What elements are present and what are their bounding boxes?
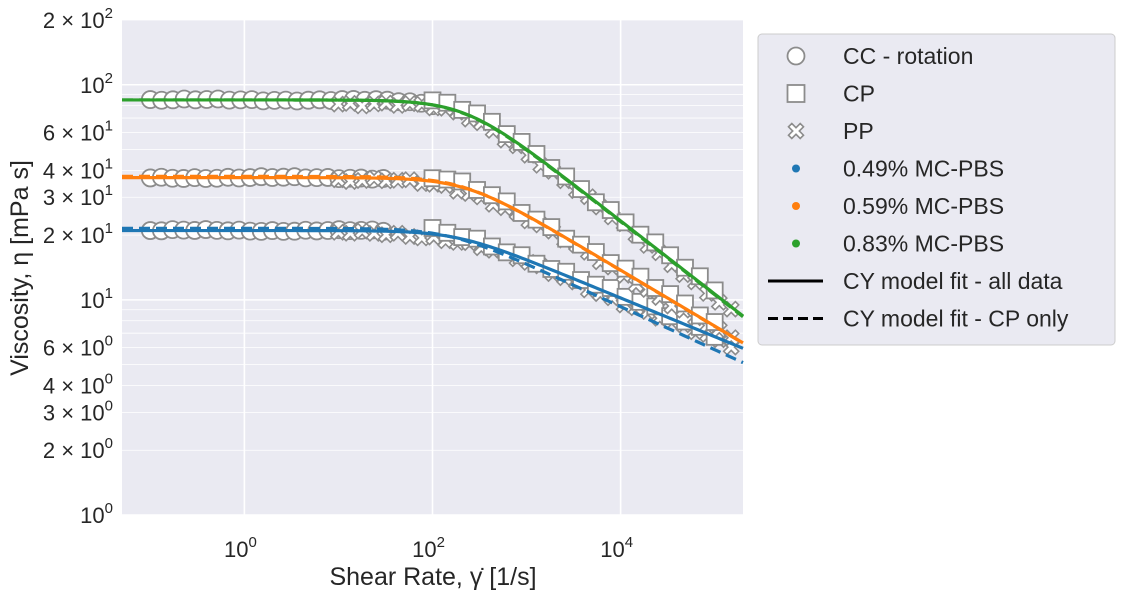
y-axis-label: Viscosity, η [mPa s]: [6, 160, 34, 376]
fit-line-all-data: [122, 98, 744, 318]
x-tick-labels: 100 102 104: [224, 534, 633, 562]
legend-item: 0.83% MC-PBS: [792, 231, 1004, 257]
legend: CC - rotation CP PP 0.49% MC-PBS 0.59% MC-PB…: [757, 33, 1116, 346]
legend-label: 0.59% MC-PBS: [843, 193, 1004, 219]
data-point: [705, 281, 724, 300]
legend-item: CC - rotation: [786, 43, 973, 69]
y-tick-label: 3 × 101: [43, 182, 113, 210]
legend-item: CY model fit - CP only: [768, 306, 1069, 332]
legend-symbol-square: [786, 84, 806, 103]
y-tick-label: 100: [80, 500, 113, 528]
legend-label: CY model fit - CP only: [843, 306, 1069, 332]
x-tick-label: 102: [412, 534, 445, 562]
y-tick-label: 4 × 101: [43, 155, 113, 183]
legend-label: CY model fit - all data: [843, 268, 1063, 294]
y-tick-label: 101: [80, 285, 113, 313]
series-layer: [122, 89, 744, 365]
legend-label: CP: [843, 81, 875, 107]
x-tick-label: 104: [600, 534, 633, 562]
y-tick-label: 2 × 102: [43, 5, 113, 33]
y-tick-label: 6 × 101: [43, 117, 113, 145]
fit-line-all-data: [122, 228, 744, 350]
legend-label: 0.83% MC-PBS: [843, 231, 1004, 257]
data-point: [353, 97, 371, 115]
x-tick-label: 100: [224, 534, 257, 562]
y-tick-label: 4 × 100: [43, 370, 113, 398]
legend-symbol-dot: [792, 164, 800, 173]
legend-item: 0.49% MC-PBS: [792, 156, 1004, 182]
legend-item: PP: [787, 118, 874, 144]
y-tick-label: 102: [80, 70, 113, 98]
legend-symbol-dot: [792, 239, 800, 248]
x-axis-label: Shear Rate, γ̇ [1/s]: [329, 563, 536, 591]
y-tick-label: 3 × 100: [43, 397, 113, 425]
legend-frame: [757, 33, 1116, 346]
legend-symbol-dot: [792, 202, 800, 210]
fit-line-all-data: [122, 176, 744, 345]
legend-item: 0.59% MC-PBS: [792, 193, 1004, 219]
legend-label: PP: [843, 118, 874, 144]
data-point: [423, 169, 442, 188]
y-tick-label: 2 × 101: [43, 220, 113, 248]
legend-item: CP: [786, 81, 875, 107]
legend-symbol-circle: [786, 46, 806, 66]
y-tick-label: 2 × 100: [43, 435, 113, 463]
data-point: [787, 122, 805, 140]
data-point: [601, 201, 620, 219]
y-tick-label: 6 × 100: [43, 333, 113, 361]
legend-label: 0.49% MC-PBS: [843, 156, 1004, 182]
legend-item: CY model fit - all data: [768, 268, 1063, 294]
legend-label: CC - rotation: [843, 43, 973, 69]
